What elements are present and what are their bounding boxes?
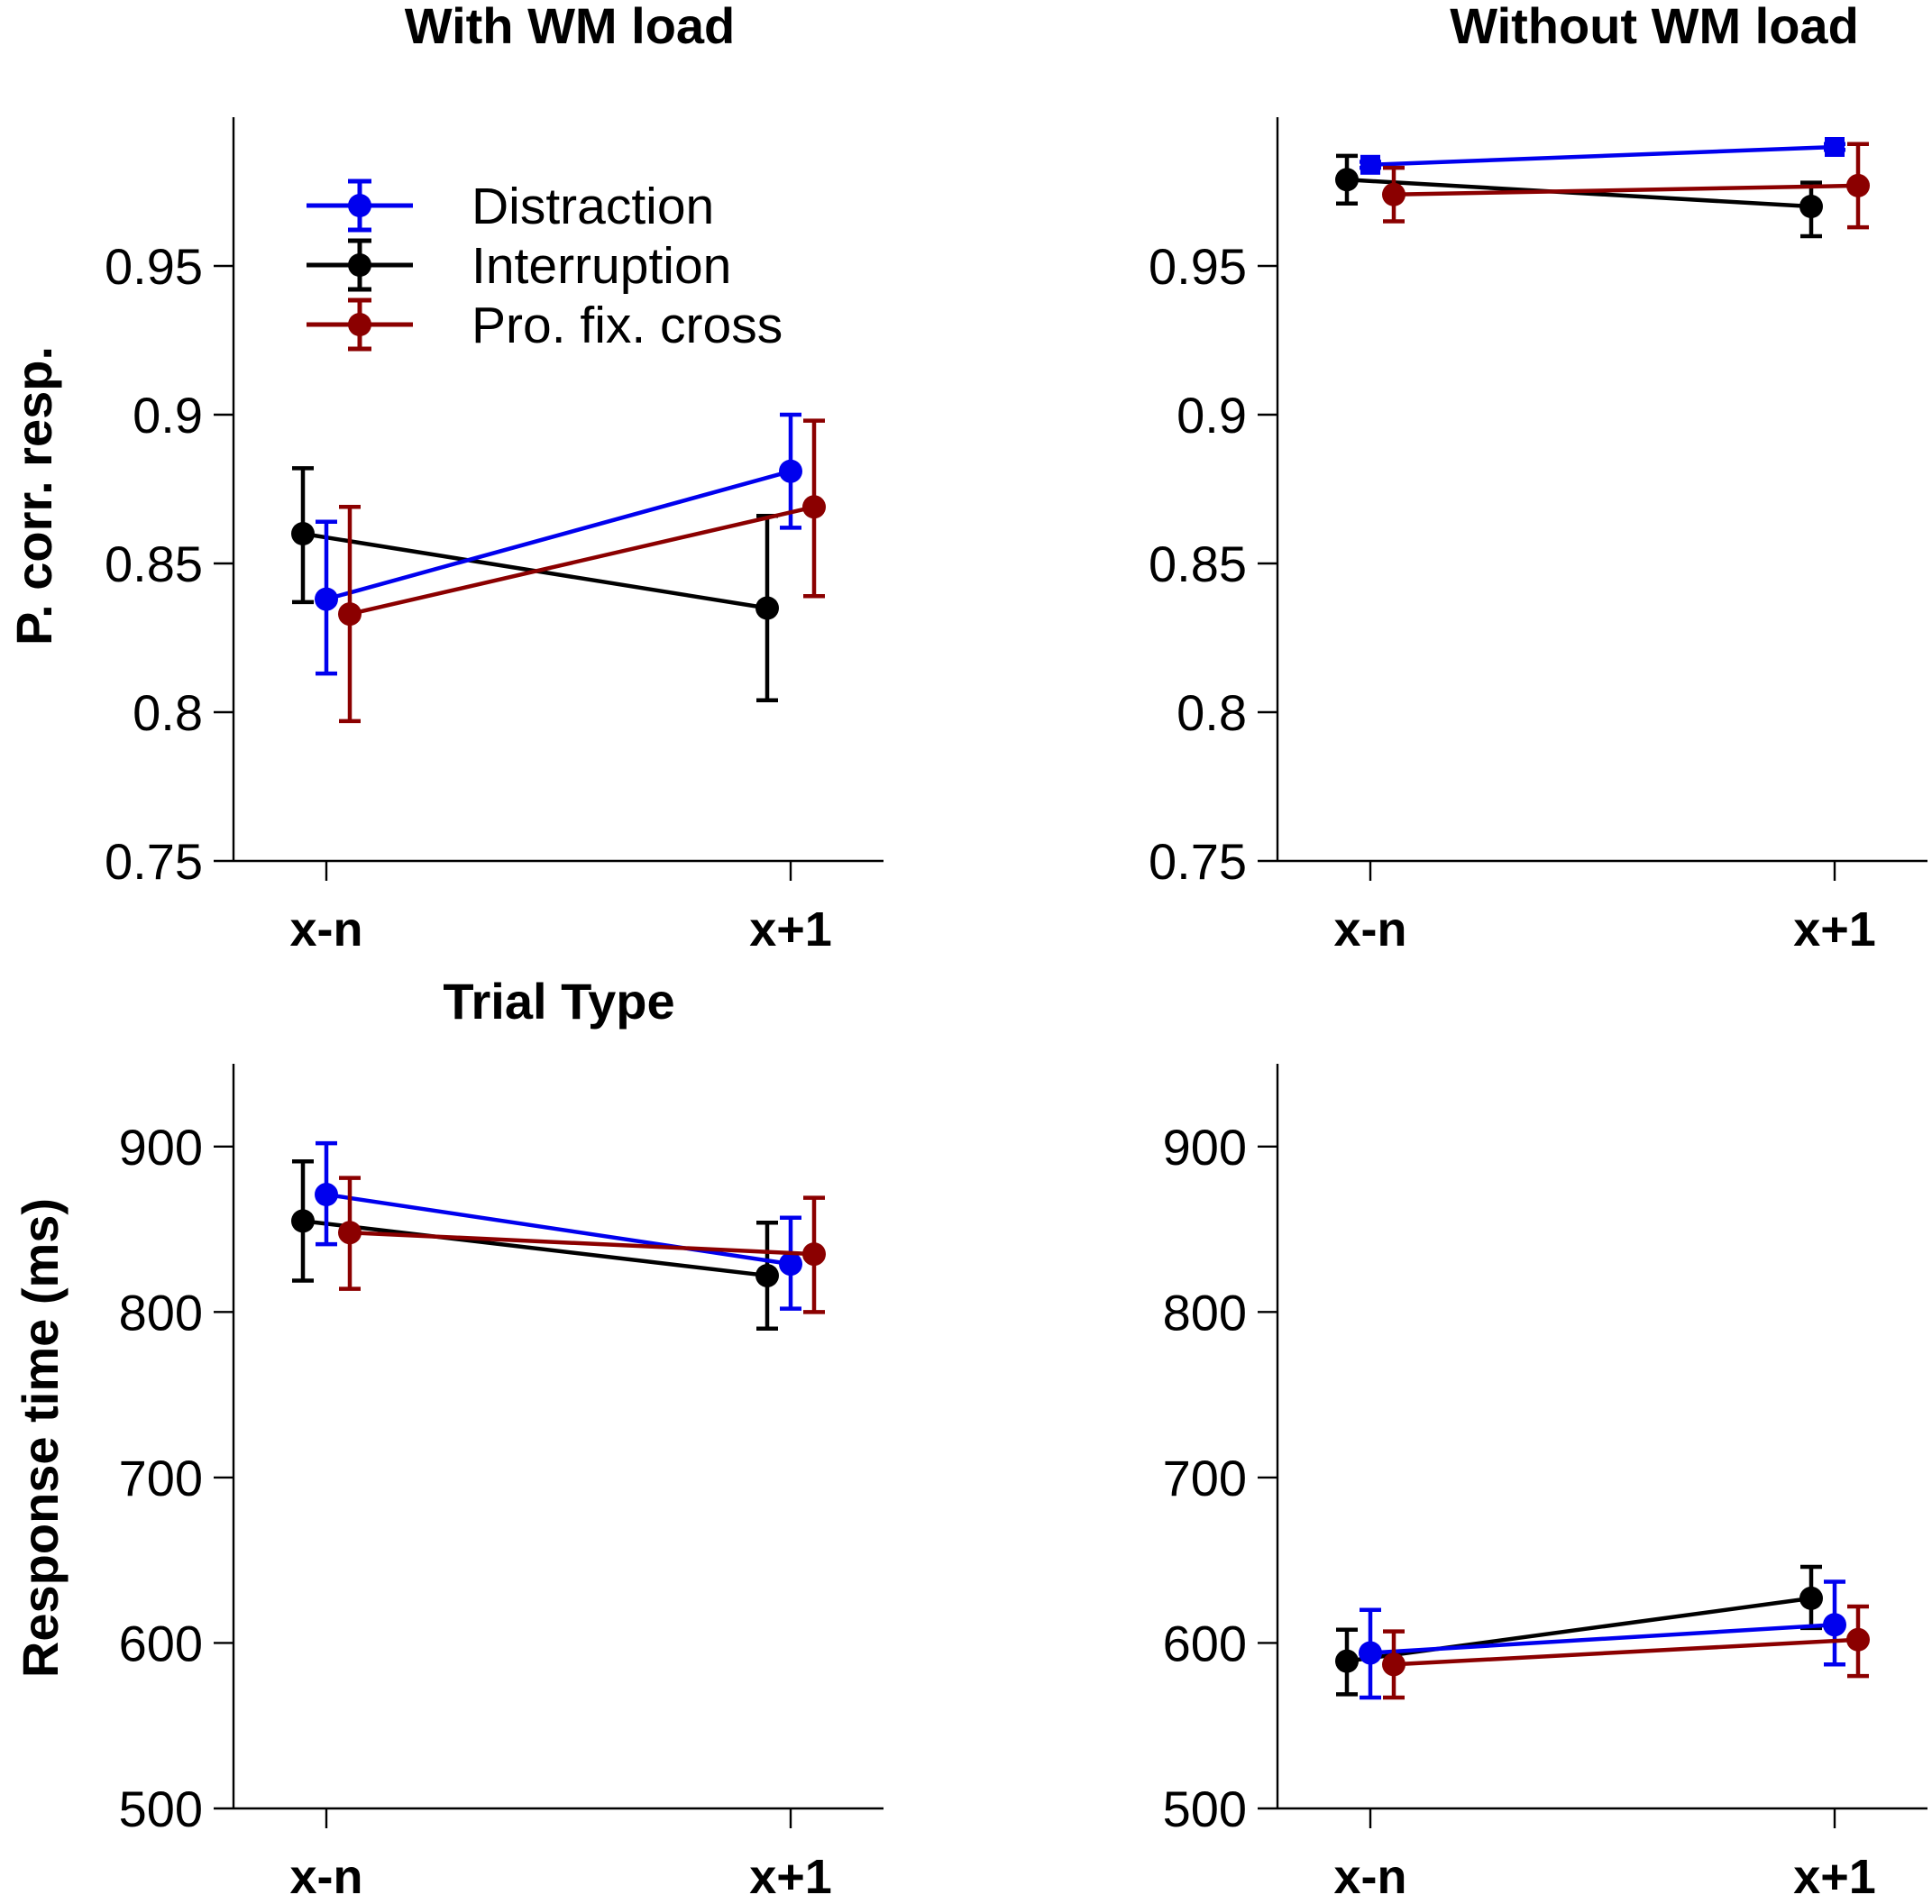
series-distraction — [1359, 1579, 1846, 1700]
x-tick-label: x-n — [1334, 902, 1407, 957]
y-tick-label: 0.95 — [1149, 238, 1247, 295]
series-interruption — [1335, 153, 1823, 239]
y-tick-label: 0.85 — [105, 536, 203, 592]
y-tick-label: 800 — [119, 1284, 203, 1341]
series-pro-fix-cross — [338, 1176, 826, 1314]
legend: Distraction Interruption Pro. fix. cross — [307, 178, 783, 354]
chart-panel-accuracy-without-wm-load: 0.75 0.8 0.85 0.9 0.95 x-n x+1 — [1149, 117, 1927, 957]
legend-marker — [348, 253, 371, 277]
series-interruption — [291, 466, 779, 703]
y-tick-label: 0.75 — [1149, 833, 1247, 890]
legend-symbol-pro-fix-cross — [307, 298, 413, 352]
data-point — [1359, 1641, 1382, 1665]
series-distraction — [315, 1140, 802, 1311]
y-axis-label-response-time: Response time (ms) — [12, 1198, 69, 1678]
series-interruption — [291, 1159, 779, 1331]
y-tick-label: 500 — [119, 1780, 203, 1837]
data-point — [1335, 1649, 1359, 1673]
y-tick-label: 0.9 — [133, 387, 203, 444]
data-point — [315, 1183, 338, 1207]
data-point — [779, 1252, 802, 1277]
y-tick-label: 600 — [119, 1615, 203, 1671]
legend-marker — [348, 313, 371, 336]
legend-label-pro-fix-cross: Pro. fix. cross — [472, 297, 783, 354]
series-distraction — [1360, 137, 1845, 175]
series-line-pro-fix-cross — [349, 1230, 815, 1257]
data-point — [802, 1242, 826, 1267]
y-tick-label: 0.95 — [105, 238, 203, 295]
data-point — [1360, 154, 1380, 175]
y-tick-label: 600 — [1163, 1615, 1247, 1671]
chart-panel-accuracy-with-wm-load: 0.75 0.8 0.85 0.9 0.95 x-n x+1 — [105, 117, 884, 957]
y-tick-label: 700 — [1163, 1450, 1247, 1506]
x-tick-label: x+1 — [1793, 902, 1876, 957]
x-tick-label: x+1 — [749, 902, 832, 957]
y-tick-label: 0.9 — [1177, 387, 1247, 444]
x-tick-label: x-n — [290, 1850, 363, 1904]
series-pro-fix-cross — [1382, 1604, 1870, 1700]
series-line-distraction — [325, 1192, 792, 1267]
legend-entry-pro-fix-cross: Pro. fix. cross — [307, 297, 783, 354]
x-tick-label: x-n — [1334, 1850, 1407, 1904]
y-tick-label: 900 — [119, 1119, 203, 1176]
legend-symbol-interruption — [307, 238, 413, 292]
data-point — [338, 1221, 362, 1245]
data-point — [802, 495, 826, 519]
legend-entry-distraction: Distraction — [307, 178, 714, 235]
data-point — [1825, 137, 1845, 157]
panel-title-without-wm-load: Without WM load — [1450, 0, 1859, 54]
series-distraction — [315, 412, 802, 676]
data-point — [1382, 1652, 1406, 1677]
y-tick-label: 0.75 — [105, 833, 203, 890]
data-point — [291, 522, 315, 545]
data-point — [1335, 168, 1359, 192]
x-tick-label: x-n — [290, 902, 363, 957]
series-line-distraction — [1369, 1623, 1836, 1655]
y-tick-label: 0.8 — [133, 684, 203, 741]
y-tick-label: 700 — [119, 1450, 203, 1506]
series-pro-fix-cross — [1382, 142, 1870, 230]
data-point — [755, 1263, 779, 1287]
legend-label-distraction: Distraction — [472, 178, 714, 235]
x-axis-label-trial-type: Trial Type — [443, 973, 674, 1030]
legend-label-interruption: Interruption — [472, 237, 731, 295]
y-axis-label-accuracy: P. corr. resp. — [5, 346, 62, 645]
series-line-interruption — [1346, 178, 1812, 209]
y-tick-label: 800 — [1163, 1284, 1247, 1341]
data-point — [1382, 182, 1406, 206]
data-point — [779, 459, 802, 483]
series-line-interruption — [302, 1219, 768, 1278]
series-line-pro-fix-cross — [1393, 183, 1859, 197]
legend-marker — [348, 194, 371, 217]
series-pro-fix-cross — [338, 418, 826, 724]
chart-panel-rt-without-wm-load: 500 600 700 800 900 x-n x+1 — [1163, 1064, 1927, 1904]
series-line-distraction — [1369, 144, 1836, 168]
legend-symbol-distraction — [307, 178, 413, 233]
data-point — [315, 587, 338, 611]
y-tick-label: 900 — [1163, 1119, 1247, 1176]
data-point — [1846, 1627, 1870, 1652]
y-tick-label: 0.85 — [1149, 536, 1247, 592]
y-tick-label: 0.8 — [1177, 684, 1247, 741]
data-point — [291, 1209, 315, 1233]
data-point — [338, 602, 362, 627]
x-tick-label: x+1 — [1793, 1850, 1876, 1904]
legend-entry-interruption: Interruption — [307, 237, 731, 295]
data-point — [755, 596, 779, 620]
series-line-pro-fix-cross — [1393, 1637, 1859, 1667]
data-point — [1799, 195, 1823, 218]
data-point — [1846, 173, 1870, 197]
chart-panel-rt-with-wm-load: 500 600 700 800 900 x-n x+1 — [119, 1064, 884, 1904]
data-point — [1823, 1613, 1846, 1637]
panel-title-with-wm-load: With WM load — [405, 0, 736, 54]
series-line-distraction — [325, 469, 792, 601]
data-point — [1799, 1586, 1823, 1610]
series-line-pro-fix-cross — [349, 505, 815, 617]
y-tick-label: 500 — [1163, 1780, 1247, 1837]
x-tick-label: x+1 — [749, 1850, 832, 1904]
